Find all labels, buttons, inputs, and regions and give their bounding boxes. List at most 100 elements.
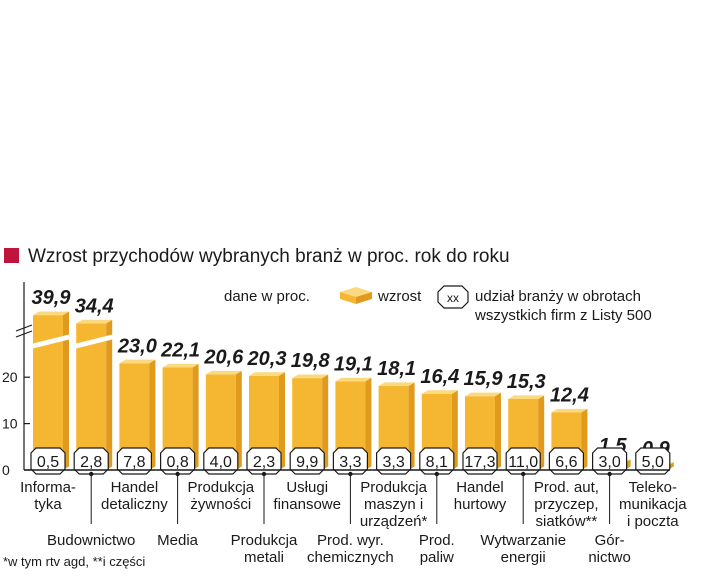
category-label-line: Handel	[111, 479, 159, 496]
share-badge-text: 0,5	[37, 454, 59, 471]
share-badge: 7,8	[116, 447, 152, 475]
category-label-line: Gór-	[595, 532, 625, 549]
share-badge-octagon	[548, 447, 585, 475]
legend-swatch-left	[340, 292, 356, 304]
category-labels: Informa-tyka Budownictwo HandeldetalicznyM…	[20, 471, 687, 566]
legend-growth-swatch	[340, 287, 372, 304]
legend-share-octagon	[437, 285, 469, 309]
share-badge: 3,0	[591, 447, 628, 475]
legend-swatch-right	[356, 292, 372, 304]
chart-title: Wzrost przychodów wybranych branż w proc…	[28, 246, 510, 267]
category-label-line: urządzeń*	[360, 513, 428, 530]
share-badge: 0,8	[160, 447, 196, 475]
share-badge: 9,9	[289, 447, 325, 475]
category-label-line: przyczep,	[534, 496, 598, 513]
share-badge: 0,5	[30, 447, 66, 475]
category-label-line: Produkcja	[360, 479, 427, 496]
share-badge: 4,0	[203, 447, 239, 475]
category-label-line: chemicznych	[307, 549, 394, 566]
footnote: *w tym rtv agd, **i części	[3, 554, 145, 569]
bar-top	[249, 372, 285, 376]
share-badge-octagon	[376, 447, 412, 475]
y-ticks: 0 10 20	[2, 369, 30, 478]
category-label-line: Budownictwo	[47, 532, 135, 549]
share-badge-octagon	[160, 447, 196, 475]
bar-side	[149, 359, 156, 470]
category-label-line: munikacja	[619, 496, 687, 513]
bar-top	[508, 395, 545, 400]
legend-share-symbol-text: xx	[447, 291, 459, 305]
share-badge-text: 9,9	[296, 454, 318, 471]
y-tick-label: 10	[2, 416, 18, 432]
category-label-line: detaliczny	[101, 496, 168, 513]
bar-value-label: 15,9	[464, 368, 504, 390]
bar-side	[235, 370, 242, 470]
bar-group: 34,4	[74, 295, 115, 470]
share-badge-octagon	[635, 447, 671, 475]
share-badge-text: 11,0	[508, 454, 538, 471]
category-leader-dot	[89, 471, 94, 477]
category-label-line: tyka	[34, 496, 62, 513]
bar-side	[408, 382, 415, 470]
category-label-line: Usługi	[286, 479, 328, 496]
y-tick-label: 20	[2, 369, 18, 385]
bar-top	[162, 363, 199, 368]
legend-share-symbol: xx	[437, 285, 469, 309]
share-badge-octagon	[505, 447, 541, 475]
category-label: Informa-tyka	[20, 479, 76, 513]
category-leader-dot	[261, 471, 267, 477]
title-marker	[4, 248, 19, 263]
bar-value-label: 23,0	[117, 335, 157, 357]
share-badges: 0,5 2,8 7,8 0,8 4,0 2,3 9,9 3,3 3,3 8,1 17,3 11,0 6,…	[30, 447, 671, 475]
category-label-line: żywności	[190, 496, 251, 513]
bar-top	[551, 408, 588, 413]
category-leader-dot	[521, 471, 526, 477]
share-badge: 2,8	[73, 447, 109, 475]
category-label-line: maszyn i	[364, 496, 423, 513]
share-badge: 17,3	[462, 447, 498, 475]
share-badge-text: 6,6	[555, 454, 577, 471]
unit-note: dane w proc.	[224, 288, 310, 305]
share-badge-text: 2,8	[80, 454, 102, 471]
chart-title-group: Wzrost przychodów wybranych branż w proc…	[4, 246, 510, 267]
share-badge: 11,0	[505, 447, 541, 475]
share-badge-octagon	[289, 447, 325, 475]
category-leader-dot	[175, 471, 180, 477]
bar-value-label: 39,9	[32, 287, 72, 309]
bar-top	[33, 311, 69, 316]
bar-value-label: 20,3	[247, 348, 287, 370]
bar-side	[365, 377, 372, 470]
category-label-line: Prod.	[419, 532, 455, 549]
bar-value-label: 19,1	[334, 353, 373, 375]
category-label: Budownictwo	[47, 471, 135, 549]
category-label-line: energii	[501, 549, 546, 566]
category-label: Media	[157, 471, 199, 549]
category-label-line: nictwo	[588, 549, 631, 566]
bar-side	[322, 374, 329, 470]
category-label: Prod. wyr.chemicznych	[307, 471, 394, 566]
share-badge-text: 3,3	[339, 454, 361, 471]
bar-side	[495, 392, 501, 470]
share-badge-text: 2,3	[253, 454, 275, 471]
bar-break	[74, 334, 115, 349]
category-label-line: siatków**	[536, 513, 598, 530]
bar-value-label: 20,6	[203, 346, 244, 368]
category-leader-dot	[348, 471, 353, 477]
category-label-line: metali	[244, 549, 284, 566]
share-badge-octagon	[462, 447, 498, 475]
category-label: Prod.paliw	[419, 471, 455, 566]
bar-top	[205, 370, 242, 375]
category-leader-dot	[607, 471, 612, 477]
category-label-line: Prod. aut,	[534, 479, 599, 496]
share-badge-octagon	[332, 447, 368, 475]
category-label-line: Produkcja	[231, 532, 298, 549]
bar	[76, 323, 107, 470]
bar-top	[421, 390, 458, 394]
share-badge-octagon	[30, 447, 66, 475]
